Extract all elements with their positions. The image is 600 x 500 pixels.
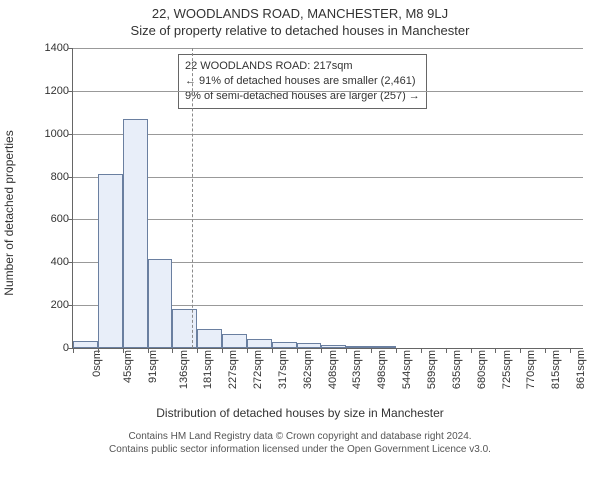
y-tick-mark (68, 48, 73, 49)
y-tick-label: 1200 (39, 85, 69, 97)
x-tick-label: 815sqm (550, 350, 562, 389)
histogram-chart: 22 WOODLANDS ROAD: 217sqm ← 91% of detac… (38, 48, 582, 378)
gridline-h (73, 91, 583, 92)
x-tick-mark (396, 348, 397, 353)
x-tick-label: 861sqm (575, 350, 587, 389)
histogram-bar (272, 342, 297, 348)
annotation-line-2: ← 91% of detached houses are smaller (2,… (185, 74, 420, 89)
x-tick-label: 453sqm (352, 350, 364, 389)
x-tick-mark (172, 348, 173, 353)
histogram-bar (123, 119, 148, 348)
y-tick-mark (68, 305, 73, 306)
x-tick-label: 181sqm (202, 350, 214, 389)
x-tick-mark (148, 348, 149, 353)
x-tick-label: 408sqm (327, 350, 339, 389)
gridline-h (73, 177, 583, 178)
x-tick-label: 362sqm (302, 350, 314, 389)
y-tick-label: 0 (39, 342, 69, 354)
x-tick-mark (446, 348, 447, 353)
x-tick-label: 0sqm (91, 350, 103, 377)
x-tick-mark (197, 348, 198, 353)
gridline-h (73, 219, 583, 220)
x-tick-label: 635sqm (451, 350, 463, 389)
x-tick-mark (471, 348, 472, 353)
y-tick-mark (68, 134, 73, 135)
y-tick-mark (68, 177, 73, 178)
footnote-line-2: Contains public sector information licen… (0, 443, 600, 456)
y-tick-label: 1400 (39, 42, 69, 54)
gridline-h (73, 48, 583, 49)
x-tick-mark (421, 348, 422, 353)
x-tick-label: 272sqm (252, 350, 264, 389)
histogram-bar (148, 259, 173, 348)
x-tick-mark (371, 348, 372, 353)
x-tick-mark (570, 348, 571, 353)
x-tick-mark (222, 348, 223, 353)
y-tick-label: 800 (39, 171, 69, 183)
y-tick-mark (68, 262, 73, 263)
y-tick-mark (68, 91, 73, 92)
x-tick-label: 589sqm (426, 350, 438, 389)
footnote: Contains HM Land Registry data © Crown c… (0, 430, 600, 456)
plot-area: 22 WOODLANDS ROAD: 217sqm ← 91% of detac… (72, 48, 583, 349)
annotation-box: 22 WOODLANDS ROAD: 217sqm ← 91% of detac… (178, 54, 427, 109)
histogram-bar (371, 346, 396, 348)
x-tick-mark (321, 348, 322, 353)
histogram-bar (222, 334, 247, 348)
x-tick-label: 227sqm (228, 350, 240, 389)
annotation-line-1: 22 WOODLANDS ROAD: 217sqm (185, 59, 420, 74)
histogram-bar (197, 329, 222, 348)
histogram-bar (172, 309, 197, 348)
y-tick-label: 1000 (39, 128, 69, 140)
x-tick-label: 45sqm (122, 350, 134, 383)
histogram-bar (346, 346, 371, 348)
x-tick-mark (346, 348, 347, 353)
histogram-bar (321, 345, 346, 348)
marker-line (192, 48, 193, 348)
histogram-bar (297, 343, 322, 348)
y-tick-label: 200 (39, 299, 69, 311)
y-tick-mark (68, 219, 73, 220)
y-tick-label: 600 (39, 213, 69, 225)
x-tick-label: 317sqm (277, 350, 289, 389)
page-title-address: 22, WOODLANDS ROAD, MANCHESTER, M8 9LJ (0, 0, 600, 21)
x-tick-mark (123, 348, 124, 353)
x-tick-label: 544sqm (401, 350, 413, 389)
x-tick-label: 136sqm (178, 350, 190, 389)
histogram-bar (73, 341, 98, 349)
x-axis-title: Distribution of detached houses by size … (0, 406, 600, 420)
x-tick-label: 498sqm (376, 350, 388, 389)
x-tick-mark (297, 348, 298, 353)
x-tick-label: 91sqm (147, 350, 159, 383)
x-tick-label: 725sqm (501, 350, 513, 389)
footnote-line-1: Contains HM Land Registry data © Crown c… (0, 430, 600, 443)
x-tick-mark (272, 348, 273, 353)
x-tick-mark (545, 348, 546, 353)
gridline-h (73, 134, 583, 135)
histogram-bar (247, 339, 272, 348)
x-tick-mark (247, 348, 248, 353)
x-tick-mark (520, 348, 521, 353)
x-tick-label: 680sqm (476, 350, 488, 389)
x-tick-label: 770sqm (525, 350, 537, 389)
y-axis-label: Number of detached properties (2, 48, 18, 378)
y-tick-label: 400 (39, 256, 69, 268)
x-tick-mark (495, 348, 496, 353)
histogram-bar (98, 174, 123, 348)
x-tick-mark (73, 348, 74, 353)
page-subtitle: Size of property relative to detached ho… (0, 21, 600, 38)
x-tick-mark (98, 348, 99, 353)
